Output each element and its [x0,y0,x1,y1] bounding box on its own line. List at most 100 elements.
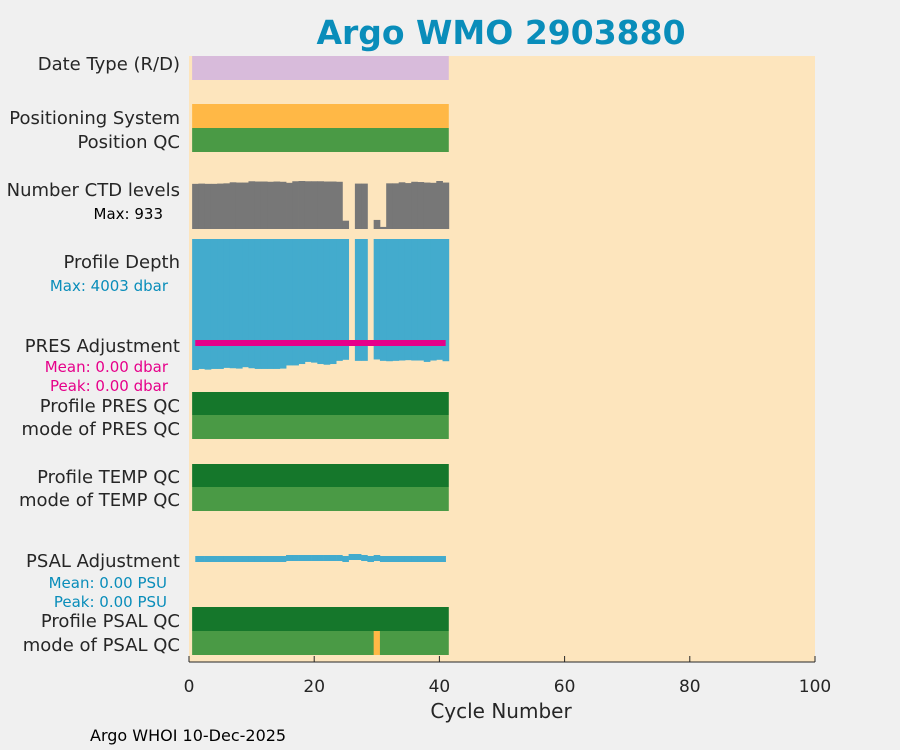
row-label-psal-adjustment: PSAL Adjustment [26,551,180,572]
mode-psal-qc-strip [192,631,449,655]
psal-adjustment-line [329,555,337,561]
profile-depth-bar [198,239,206,369]
position-qc-strip [192,128,449,152]
profile-depth-bar [229,239,237,369]
psal-adjustment-line [348,554,356,560]
profile-depth-bar [436,239,443,360]
x-axis: 0 20 40 60 80 100 [184,656,831,697]
profile-depth-bar [442,239,450,362]
profile-depth-bar [298,239,306,365]
footer-stamp: Argo WHOI 10-Dec-2025 [90,726,286,745]
profile-temp-qc-strip [192,464,449,487]
ctd-levels-bar [248,181,256,229]
row-label-pres-adjustment: PRES Adjustment [25,336,180,357]
ctd-levels-bar [329,181,337,229]
ctd-levels-bar [273,181,281,229]
psal-adjustment-line [411,556,418,562]
x-tick-label: 80 [679,677,701,697]
ctd-levels-bar [430,182,437,229]
profile-depth-bar [354,239,362,361]
psal-adjustment-line [248,556,256,562]
psal-adjustment-line [204,556,212,562]
ctd-levels-bar [361,183,368,229]
ctd-levels-bar [317,181,324,229]
mode-temp-qc-strip [192,487,449,511]
row-label-positioning-system: Positioning System [9,108,180,129]
profile-depth-bar [417,239,425,361]
profile-depth-bar [292,239,299,366]
psal-adjustment-line [442,556,446,562]
pres-adjustment-line [195,340,446,346]
ctd-levels-bar [223,183,231,229]
x-tick-label: 60 [554,677,576,697]
ctd-levels-bar [392,183,400,229]
psal-adjustment-line [223,556,230,562]
profile-depth-bar [398,239,406,361]
annotation-pres-mean: Mean: 0.00 dbar [45,358,169,376]
profile-depth-bar [423,239,431,362]
profile-depth-bar [379,239,387,361]
profile-depth-bar [248,239,256,369]
psal-adjustment-line [198,556,205,562]
psal-adjustment-line [404,556,412,562]
profile-depth-bar [192,239,199,370]
psal-adjustment-line [217,556,224,562]
ctd-levels-bar [373,219,381,229]
date-type-strip [192,56,449,80]
psal-adjustment-line [229,556,237,562]
ctd-levels-bar [323,181,331,229]
psal-adjustment-line [242,556,249,562]
profile-depth-bar [204,239,212,370]
psal-adjustment-line [267,556,274,562]
profile-depth-bar [273,239,281,369]
profile-depth-bar [286,239,293,366]
row-label-profile-temp-qc: Profile TEMP QC [37,467,180,488]
ctd-levels-bar [417,182,425,229]
x-tick-label: 20 [303,677,325,697]
ctd-levels-bar [411,181,418,229]
ctd-levels-bar [292,181,299,229]
profile-depth-bar [411,239,418,361]
profile-depth-bar [217,239,224,369]
x-tick-label: 100 [799,677,831,697]
psal-adjustment-line [379,556,387,562]
row-label-profile-depth: Profile Depth [63,252,180,273]
ctd-levels-bar [260,181,268,229]
annotation-psal-mean: Mean: 0.00 PSU [49,574,167,592]
ctd-levels-bar [398,182,406,229]
ctd-levels-bar [354,183,362,229]
row-label-mode-pres-qc: mode of PRES QC [22,419,180,440]
psal-adjustment-line [436,556,443,562]
ctd-levels-bar [342,220,350,229]
psal-adjustment-line [298,555,306,561]
psal-adjustment-line [367,556,374,562]
psal-adjustment-line [311,555,318,561]
annotation-ctd-max: Max: 933 [94,205,163,223]
psal-adjustment-line [317,555,324,561]
profile-depth-bar [323,239,331,365]
profile-depth-bar [329,239,337,365]
ctd-levels-bar [304,181,312,229]
profile-depth-bar [392,239,400,361]
row-label-profile-psal-qc: Profile PSAL QC [41,611,180,632]
ctd-levels-bar [254,181,262,229]
ctd-levels-bar [242,182,249,229]
ctd-levels-bar [279,181,287,229]
row-labels: Date Type (R/D) Positioning System Positio… [7,54,180,656]
psal-adjustment-line [323,555,331,561]
psal-adjustment-line [354,554,362,560]
ctd-levels-bar [436,181,443,229]
psal-qc-flag-bar [373,631,380,655]
positioning-system-strip [192,104,449,128]
row-label-position-qc: Position QC [77,132,180,153]
psal-adjustment-line [392,556,400,562]
profile-depth-bar [311,239,318,363]
profile-depth-bar [342,239,350,360]
psal-adjustment-line [417,556,425,562]
profile-depth-bar [279,239,287,369]
profile-depth-bar [242,239,249,368]
ctd-levels-bar [198,183,206,229]
annotation-psal-peak: Peak: 0.00 PSU [54,593,167,611]
profile-depth-bar [404,239,412,361]
